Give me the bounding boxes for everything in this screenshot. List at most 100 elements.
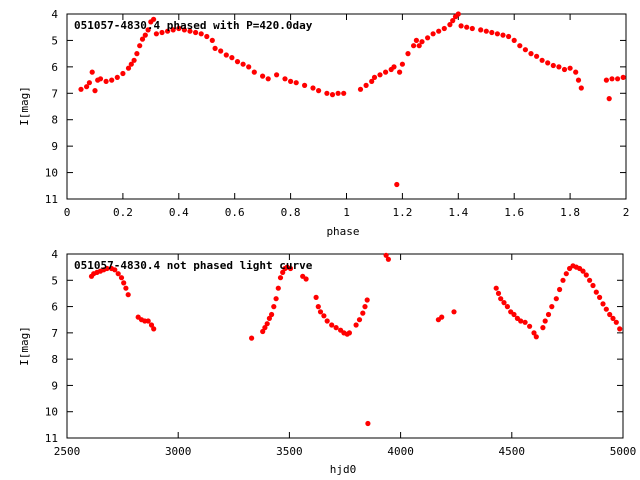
data-point [112, 267, 118, 273]
data-point [148, 322, 155, 328]
data-point [260, 73, 266, 79]
data-point [425, 35, 431, 41]
data-points [78, 11, 626, 188]
data-point [181, 27, 187, 33]
data-point [511, 311, 517, 318]
data-point [109, 77, 115, 83]
data-point [495, 290, 502, 296]
y-tick-label: 11 [45, 432, 58, 445]
data-point [567, 65, 573, 71]
y-tick-label: 6 [51, 61, 58, 74]
data-point [212, 45, 218, 52]
data-point [560, 277, 566, 283]
plot-frame [66, 253, 624, 439]
data-point [209, 37, 215, 44]
y-tick-label: 6 [51, 301, 58, 314]
data-point [165, 28, 171, 34]
data-point [534, 53, 540, 59]
data-point [603, 306, 609, 312]
data-point [313, 294, 319, 300]
data-point [223, 52, 229, 58]
x-axis-label: hjd0 [330, 463, 357, 476]
data-point [131, 57, 137, 63]
data-point [365, 420, 371, 427]
data-point [265, 76, 271, 82]
data-point [287, 265, 294, 272]
data-point [419, 39, 425, 45]
x-axis-label: phase [326, 225, 359, 238]
data-point [617, 326, 623, 332]
data-point [383, 252, 389, 258]
data-point [498, 296, 504, 302]
data-point [302, 82, 308, 88]
data-point [266, 315, 272, 321]
data-point [606, 96, 612, 102]
x-tick-label: 1.6 [504, 206, 524, 219]
y-tick-label: 8 [51, 114, 58, 127]
data-point [600, 301, 606, 307]
y-tick-label: 9 [51, 379, 58, 392]
data-point [397, 69, 403, 75]
data-point [436, 28, 442, 34]
data-point [282, 76, 288, 82]
data-point [500, 32, 506, 38]
y-tick-label: 5 [51, 34, 58, 47]
data-point [575, 77, 582, 83]
data-point [198, 31, 204, 37]
data-point [593, 289, 599, 295]
data-point [234, 59, 241, 65]
phased-light-curve-panel: 0 0.2 0.4 0.6 0.8 1 1.2 1.4 1.6 1.8 2 4 5 6 7 8 9 10 11 05… [18, 8, 629, 238]
data-point [114, 74, 120, 80]
data-point [590, 282, 596, 289]
data-point [542, 318, 548, 324]
data-point [573, 69, 579, 75]
data-point [531, 330, 537, 336]
x-tick-label: 0.2 [113, 206, 133, 219]
data-point [527, 323, 533, 329]
data-point [329, 322, 335, 328]
data-point [151, 16, 157, 22]
data-point [204, 33, 210, 40]
data-point [399, 61, 405, 67]
data-point [269, 311, 275, 318]
data-point [193, 29, 199, 36]
data-point [251, 69, 257, 75]
data-point [240, 61, 246, 67]
data-point [561, 66, 568, 73]
data-point [550, 62, 556, 69]
data-point [411, 43, 417, 49]
data-point [229, 55, 235, 61]
data-point [609, 76, 615, 82]
data-point [587, 277, 593, 283]
data-point [511, 37, 517, 44]
data-point [315, 304, 321, 310]
data-point [353, 322, 359, 328]
data-point [159, 29, 165, 36]
data-point [364, 297, 370, 303]
data-point [92, 88, 98, 94]
axis-ticks: 2500 3000 3500 4000 4500 5000 4 5 6 7 8 9 10 11 [45, 248, 637, 458]
data-point [405, 51, 411, 57]
data-point [275, 285, 281, 291]
x-tick-label: 2500 [54, 445, 81, 458]
data-point [142, 32, 148, 38]
data-point [610, 315, 616, 321]
x-tick-label: 3000 [165, 445, 192, 458]
data-point [458, 23, 464, 29]
data-point [549, 304, 555, 310]
data-point [371, 74, 378, 80]
plot-frame [66, 13, 627, 200]
data-point [439, 314, 445, 320]
data-point [540, 325, 546, 331]
data-point [518, 318, 524, 324]
data-point [341, 90, 347, 96]
data-point [137, 43, 143, 49]
data-point [187, 28, 193, 34]
data-point [580, 268, 586, 274]
data-point [517, 43, 523, 49]
y-tick-label: 9 [51, 140, 58, 153]
data-point [469, 25, 475, 32]
data-point [533, 334, 539, 340]
data-point [522, 47, 529, 53]
